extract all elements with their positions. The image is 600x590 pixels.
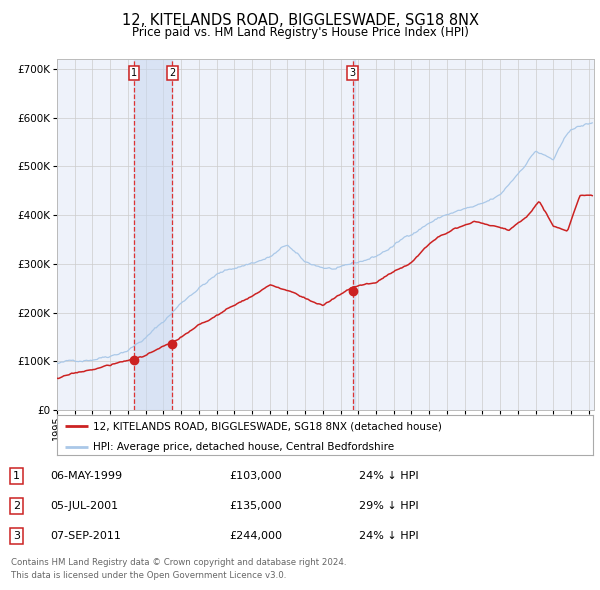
Text: £244,000: £244,000 [229, 531, 283, 541]
Text: HPI: Average price, detached house, Central Bedfordshire: HPI: Average price, detached house, Cent… [94, 442, 395, 452]
Text: 1: 1 [131, 68, 137, 78]
Text: 2: 2 [13, 501, 20, 511]
Text: 07-SEP-2011: 07-SEP-2011 [50, 531, 121, 541]
Text: 24% ↓ HPI: 24% ↓ HPI [359, 471, 418, 481]
Text: 12, KITELANDS ROAD, BIGGLESWADE, SG18 8NX (detached house): 12, KITELANDS ROAD, BIGGLESWADE, SG18 8N… [94, 421, 442, 431]
Text: Price paid vs. HM Land Registry's House Price Index (HPI): Price paid vs. HM Land Registry's House … [131, 26, 469, 39]
Text: 24% ↓ HPI: 24% ↓ HPI [359, 531, 418, 541]
Text: 2: 2 [169, 68, 176, 78]
Text: £135,000: £135,000 [229, 501, 282, 511]
Bar [353, 59, 355, 410]
Text: This data is licensed under the Open Government Licence v3.0.: This data is licensed under the Open Gov… [11, 571, 286, 579]
Text: 12, KITELANDS ROAD, BIGGLESWADE, SG18 8NX: 12, KITELANDS ROAD, BIGGLESWADE, SG18 8N… [121, 13, 479, 28]
Text: 29% ↓ HPI: 29% ↓ HPI [359, 501, 418, 511]
Text: £103,000: £103,000 [229, 471, 282, 481]
Text: 1: 1 [13, 471, 20, 481]
Text: 05-JUL-2001: 05-JUL-2001 [50, 501, 118, 511]
Text: 3: 3 [13, 531, 20, 541]
Text: 3: 3 [350, 68, 356, 78]
Bar [134, 59, 172, 410]
Text: Contains HM Land Registry data © Crown copyright and database right 2024.: Contains HM Land Registry data © Crown c… [11, 558, 346, 566]
Text: 06-MAY-1999: 06-MAY-1999 [50, 471, 122, 481]
